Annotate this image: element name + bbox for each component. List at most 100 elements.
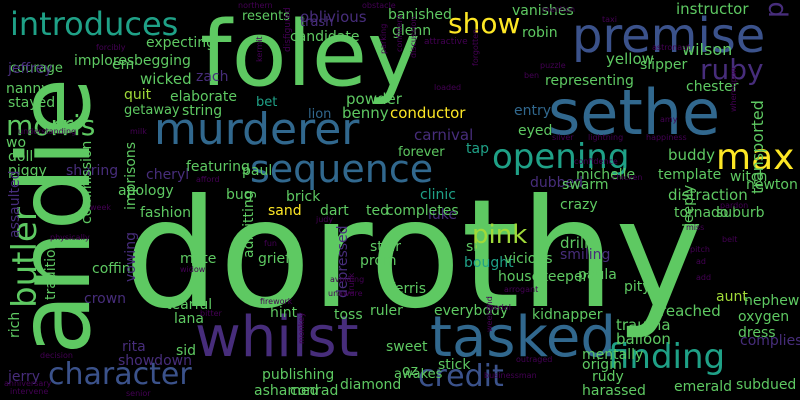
word-whereupon: whereupon: [729, 67, 738, 112]
word-origin: origin: [582, 357, 622, 373]
word-partying: partying: [760, 0, 790, 18]
word-robin: robin: [522, 25, 558, 41]
word-drill: drill: [560, 234, 589, 252]
word-wilson: wilson: [682, 40, 733, 59]
word-newton: newton: [746, 177, 798, 193]
word-dubbed: dubbed: [530, 175, 584, 191]
word-forgotten: forgotten: [471, 28, 480, 66]
word-murderer: murderer: [154, 104, 360, 155]
word-begging: begging: [134, 53, 191, 69]
word-reached: reached: [660, 302, 721, 320]
word-forcibly: forcibly: [96, 43, 126, 52]
word-slipper: slipper: [640, 57, 688, 73]
word-featuring: featuring: [186, 159, 250, 175]
word-eyed: eyed: [518, 123, 553, 139]
word-apology: apology: [118, 183, 174, 199]
word-candidate: candidate: [290, 29, 360, 45]
word-trauma: trauma: [616, 316, 671, 334]
word-intervene: intervene: [10, 387, 49, 396]
word-firework: firework: [260, 297, 293, 306]
word-monkey: monkey: [297, 312, 306, 344]
word-template: template: [658, 167, 722, 183]
word-bet: bet: [256, 95, 278, 110]
word-clinic: clinic: [420, 187, 456, 203]
word-brick: brick: [286, 189, 321, 205]
word-assaulted: assaulted: [7, 170, 23, 239]
word-milk: milk: [130, 127, 147, 136]
word-judy: judy: [316, 215, 334, 224]
word-rita: rita: [122, 339, 146, 355]
word-banished: banished: [388, 7, 452, 23]
word-morris: morris: [6, 109, 96, 142]
word-cheryl: cheryl: [146, 167, 190, 183]
word-doll: doll: [8, 149, 34, 165]
word-paul: paul: [242, 163, 273, 179]
word-vanishes: vanishes: [512, 3, 574, 19]
word-instructor: instructor: [676, 0, 749, 18]
word-everybody: everybody: [434, 303, 509, 319]
word-glenn: glenn: [392, 23, 432, 39]
word-sand: sand: [268, 203, 302, 219]
word-nephew: nephew: [744, 293, 800, 309]
word-benny: benny: [342, 104, 389, 122]
word-vicious: vicious: [504, 251, 553, 267]
word-tasked: tasked: [430, 305, 616, 370]
word-ashamed: ashamed: [254, 383, 319, 399]
word-dart: dart: [320, 203, 349, 219]
word-rich: rich: [7, 311, 23, 338]
word-bug: bug: [226, 187, 253, 203]
word-confident: confident: [395, 14, 404, 52]
word-nanny: nanny: [6, 81, 50, 97]
word-complies: complies: [740, 333, 800, 349]
word-admitting: admitting: [241, 190, 257, 258]
word-oblivious: oblivious: [300, 8, 367, 26]
word-understanding: understanding: [18, 127, 77, 136]
word-rudy: rudy: [592, 369, 624, 385]
word-getaway: getaway: [124, 103, 180, 118]
word-crown: crown: [84, 291, 127, 307]
word-stair: stair: [370, 239, 402, 255]
word-diamond: diamond: [340, 377, 402, 393]
word-powder: powder: [346, 90, 402, 108]
word-businessman: businessman: [484, 371, 537, 380]
word-tradition: tradition: [43, 240, 59, 300]
word-senior: senior: [126, 389, 151, 398]
word-distraction: distraction: [668, 186, 748, 204]
word-zach: zach: [196, 69, 229, 85]
word-arrogant: arrogant: [504, 285, 539, 294]
word-anniversary: anniversary: [4, 379, 52, 388]
word-harassed: harassed: [582, 383, 646, 399]
word-sethe: sethe: [548, 76, 721, 149]
word-pity: pity: [624, 279, 651, 295]
word-expecting: expecting: [146, 35, 215, 51]
word-balloon: balloon: [616, 330, 671, 348]
word-string: string: [182, 103, 223, 119]
word-credit: credit: [418, 359, 504, 394]
word-tornado: tornado: [674, 205, 729, 221]
word-stick: stick: [438, 357, 471, 373]
word-chicken: chicken: [612, 173, 643, 182]
word-conductor: conductor: [390, 104, 466, 122]
word-widow: widow: [180, 265, 206, 274]
word-pitch: pitch: [690, 245, 710, 254]
word-opening: opening: [492, 137, 630, 177]
word-suburb: suburb: [716, 205, 765, 221]
word-finding: finding: [608, 337, 726, 377]
word-piggy: piggy: [8, 163, 47, 179]
word-happiness: happiness: [646, 133, 687, 142]
word-coffin: coffin: [92, 261, 131, 277]
word-prom: prom: [360, 253, 397, 269]
word-lion: lion: [308, 107, 332, 122]
word-belt: belt: [722, 235, 738, 244]
word-premise: premise: [572, 8, 766, 64]
word-michelle: michelle: [576, 167, 636, 183]
word-decision: decision: [40, 351, 73, 360]
word-silver: silver: [552, 133, 574, 142]
word-fun: fun: [264, 239, 277, 248]
word-disfigured: disfigured: [283, 7, 293, 52]
word-foley: foley: [200, 2, 421, 107]
word-bitter: bitter: [200, 309, 222, 318]
word-emerald: emerald: [674, 379, 732, 395]
word-sid: sid: [176, 343, 197, 359]
word-lana: lana: [174, 311, 204, 327]
